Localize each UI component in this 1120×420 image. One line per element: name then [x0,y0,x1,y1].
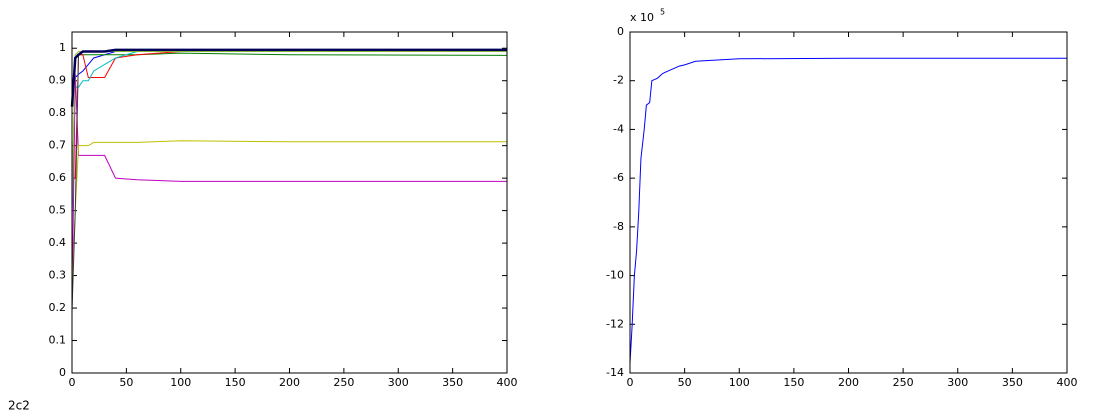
axes-box [71,31,508,374]
y-tick-label: -12 [606,317,624,330]
axes-box [629,31,1068,374]
y-tick-label: -4 [613,122,624,135]
y-tick-label: 0.6 [49,171,67,184]
y-tick-label: 0.4 [49,236,67,249]
x-tick-label: 100 [170,376,191,389]
y-tick-label: 0.8 [49,106,67,119]
x-tick-label: 300 [388,376,409,389]
y-tick-label: 0.5 [49,204,67,217]
x-tick-label: 0 [627,376,634,389]
plot-area [630,32,1067,373]
y-scale-exponent: 5 [660,8,665,17]
data-line [629,57,1067,364]
y-tick-label: 1 [59,41,66,54]
x-tick-label: 200 [838,376,859,389]
y-tick-label: 0 [59,366,66,379]
y-tick-label: -8 [613,220,624,233]
x-tick-label: 50 [678,376,692,389]
figure-label: 2c2 [8,399,30,413]
x-tick-label: 350 [1002,376,1023,389]
y-tick-label: 0.2 [49,301,67,314]
y-tick-label: 0 [617,25,624,38]
y-tick-label: -2 [613,74,624,87]
x-tick-label: 200 [279,376,300,389]
x-tick-label: 250 [893,376,914,389]
data-line [71,74,507,309]
x-tick-label: 300 [947,376,968,389]
y-tick-label: 0.1 [49,334,67,347]
x-tick-label: 400 [1057,376,1078,389]
plot-area [72,32,507,373]
x-tick-label: 100 [729,376,750,389]
data-line [70,48,507,107]
y-tick-label: -10 [606,269,624,282]
data-line [71,140,507,299]
x-tick-label: 400 [497,376,518,389]
y-tick-label: 0.9 [49,74,67,87]
x-tick-label: 50 [119,376,133,389]
y-tick-label: -6 [613,171,624,184]
y-tick-label: 0.3 [49,269,67,282]
x-tick-label: 150 [783,376,804,389]
x-tick-label: 0 [69,376,76,389]
x-tick-label: 250 [333,376,354,389]
x-tick-label: 150 [225,376,246,389]
y-tick-label: -14 [606,366,624,379]
x-tick-label: 350 [442,376,463,389]
y-tick-label: 0.7 [49,139,67,152]
y-scale-label: x 10 [630,11,654,24]
